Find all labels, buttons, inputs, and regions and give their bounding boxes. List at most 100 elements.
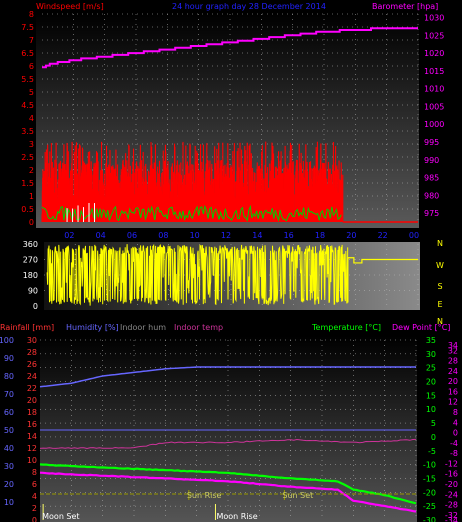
rainfall-tick-label: 8 bbox=[32, 468, 37, 477]
temperature-dewpoint-axes: -30 -25 -20 -15 -10 -5 0 5 10 15 20 25 30 35 -34-32-28… bbox=[423, 336, 458, 522]
barometer-tick-label: 985 bbox=[424, 174, 439, 183]
windspeed-tick-label: 5.5 bbox=[21, 75, 34, 84]
wind-speed-series bbox=[41, 141, 418, 223]
hour-tick-label: 02 bbox=[64, 231, 74, 240]
rainfall-label: Rainfall [mm] bbox=[0, 323, 54, 332]
humidity-tick-label: 100 bbox=[0, 336, 14, 345]
windspeed-tick-label: 3 bbox=[29, 140, 34, 149]
dewpoint-tick-label: 28 bbox=[448, 357, 458, 366]
dewpoint-tick-label: 0 bbox=[453, 429, 458, 438]
moon-rise-label: Moon Rise bbox=[216, 512, 257, 521]
dewpoint-tick-label: -16 bbox=[445, 470, 458, 479]
dewpoint-tick-label: 12 bbox=[448, 398, 458, 407]
barometer-tick-label: 995 bbox=[424, 138, 439, 147]
hour-tick-label: 08 bbox=[158, 231, 168, 240]
barometer-tick-label: 975 bbox=[424, 209, 439, 218]
barometer-tick-label: 1015 bbox=[424, 67, 444, 76]
wind-direction-trace bbox=[46, 243, 349, 306]
compass-tick-label: S bbox=[437, 282, 442, 291]
hour-tick-label: 16 bbox=[284, 231, 294, 240]
humidity-tick-label: 50 bbox=[4, 426, 14, 435]
dewpoint-tick-label: 24 bbox=[448, 367, 458, 376]
dewpoint-tick-label: -24 bbox=[445, 490, 458, 499]
rainfall-tick-label: 16 bbox=[27, 420, 37, 429]
barometer-line bbox=[42, 27, 418, 69]
dewpoint-tick-label: -4 bbox=[450, 439, 458, 448]
rainfall-tick-label: 18 bbox=[27, 408, 37, 417]
rainfall-tick-label: 28 bbox=[27, 348, 37, 357]
dewpoint-tick-label: -34 bbox=[445, 516, 458, 522]
hour-tick-label: 04 bbox=[96, 231, 106, 240]
rainfall-tick-label: 6 bbox=[32, 480, 37, 489]
windspeed-tick-label: 2 bbox=[29, 166, 34, 175]
humidity-tick-label: 10 bbox=[4, 498, 14, 507]
rainfall-tick-label: 14 bbox=[27, 432, 37, 441]
temperature-label: Temperature [°C] bbox=[311, 323, 381, 332]
windspeed-tick-label: 3.5 bbox=[21, 127, 34, 136]
windspeed-tick-label: 4.5 bbox=[21, 101, 34, 110]
dewpoint-label: Dew Point [°C] bbox=[392, 323, 450, 332]
compass-tick-label: N bbox=[437, 239, 443, 248]
rainfall-tick-label: 2 bbox=[32, 504, 37, 513]
hour-tick-label: 22 bbox=[378, 231, 388, 240]
temperature-tick-label: 25 bbox=[426, 364, 436, 373]
humidity-tick-label: 90 bbox=[4, 354, 14, 363]
temperature-line bbox=[39, 463, 417, 505]
humidity-tick-label: 70 bbox=[4, 390, 14, 399]
windspeed-tick-label: 8 bbox=[29, 10, 34, 19]
direction-tick-label: 360 bbox=[23, 240, 38, 249]
wind-direction-final bbox=[347, 257, 418, 303]
sun-set-label: Sun Set bbox=[282, 491, 313, 500]
windspeed-tick-label: 2.5 bbox=[21, 153, 34, 162]
humidity-rain-axes: 1020304050607080901000246810121416182022… bbox=[0, 336, 37, 522]
rainfall-tick-label: 24 bbox=[27, 372, 37, 381]
dewpoint-tick-label: 4 bbox=[453, 418, 458, 427]
direction-tick-label: 180 bbox=[23, 271, 38, 280]
rainfall-tick-label: 26 bbox=[27, 360, 37, 369]
temperature-tick-label: 10 bbox=[426, 405, 436, 414]
humidity-label: Humidity [%] bbox=[66, 323, 119, 332]
direction-tick-label: 270 bbox=[23, 256, 38, 265]
hour-tick-label: 10 bbox=[190, 231, 200, 240]
temperature-tick-label: -5 bbox=[428, 447, 436, 456]
moon-set-label: Moon Set bbox=[42, 512, 79, 521]
rainfall-tick-label: 22 bbox=[27, 384, 37, 393]
barometer-tick-label: 1025 bbox=[424, 31, 444, 40]
dewpoint-tick-label: -20 bbox=[445, 480, 458, 489]
barometer-axis: 975 980 985 990 995 1000 1005 1010 1015 1020 1025 1… bbox=[424, 14, 444, 219]
humidity-tick-label: 80 bbox=[4, 372, 14, 381]
direction-tick-label: 0 bbox=[33, 302, 38, 311]
wind-average-line bbox=[41, 204, 342, 222]
dewpoint-tick-label: -28 bbox=[445, 501, 458, 510]
humidity-tick-label: 30 bbox=[4, 462, 14, 471]
dewpoint-tick-label: 34 bbox=[448, 341, 458, 350]
barometer-tick-label: 990 bbox=[424, 156, 439, 165]
hour-tick-label: 18 bbox=[315, 231, 325, 240]
temperature-tick-label: 0 bbox=[431, 433, 436, 442]
indoor-hum-label: Indoor hum bbox=[120, 323, 166, 332]
temperature-tick-label: 15 bbox=[426, 391, 436, 400]
rainfall-tick-label: 30 bbox=[27, 336, 37, 345]
temperature-tick-label: 5 bbox=[431, 419, 436, 428]
barometer-tick-label: 1010 bbox=[424, 85, 444, 94]
temperature-tick-label: 20 bbox=[426, 378, 436, 387]
dewpoint-tick-label: 16 bbox=[448, 387, 458, 396]
windspeed-tick-label: 5 bbox=[29, 88, 34, 97]
left-axis-title: Windspeed [m/s] bbox=[36, 2, 104, 11]
windspeed-tick-label: 6 bbox=[29, 62, 34, 71]
dewpoint-tick-label: 8 bbox=[453, 408, 458, 417]
barometer-tick-label: 1020 bbox=[424, 49, 444, 58]
windspeed-axis: 0 0.5 1 1.5 2 2.5 3 3.5 4 4.5 5 5.5 6 6.5 7 7.5 8 bbox=[21, 10, 34, 227]
humidity-line bbox=[39, 366, 416, 388]
dewpoint-tick-label: 20 bbox=[448, 377, 458, 386]
hour-tick-label: 06 bbox=[127, 231, 137, 240]
windspeed-tick-label: 7 bbox=[29, 36, 34, 45]
hour-tick-label: 12 bbox=[221, 231, 231, 240]
rainfall-tick-label: 0 bbox=[32, 516, 37, 522]
windspeed-tick-label: 7.5 bbox=[21, 23, 34, 32]
hour-tick-label: 20 bbox=[346, 231, 356, 240]
windspeed-tick-label: 0.5 bbox=[21, 205, 34, 214]
compass-tick-label: E bbox=[437, 300, 442, 309]
